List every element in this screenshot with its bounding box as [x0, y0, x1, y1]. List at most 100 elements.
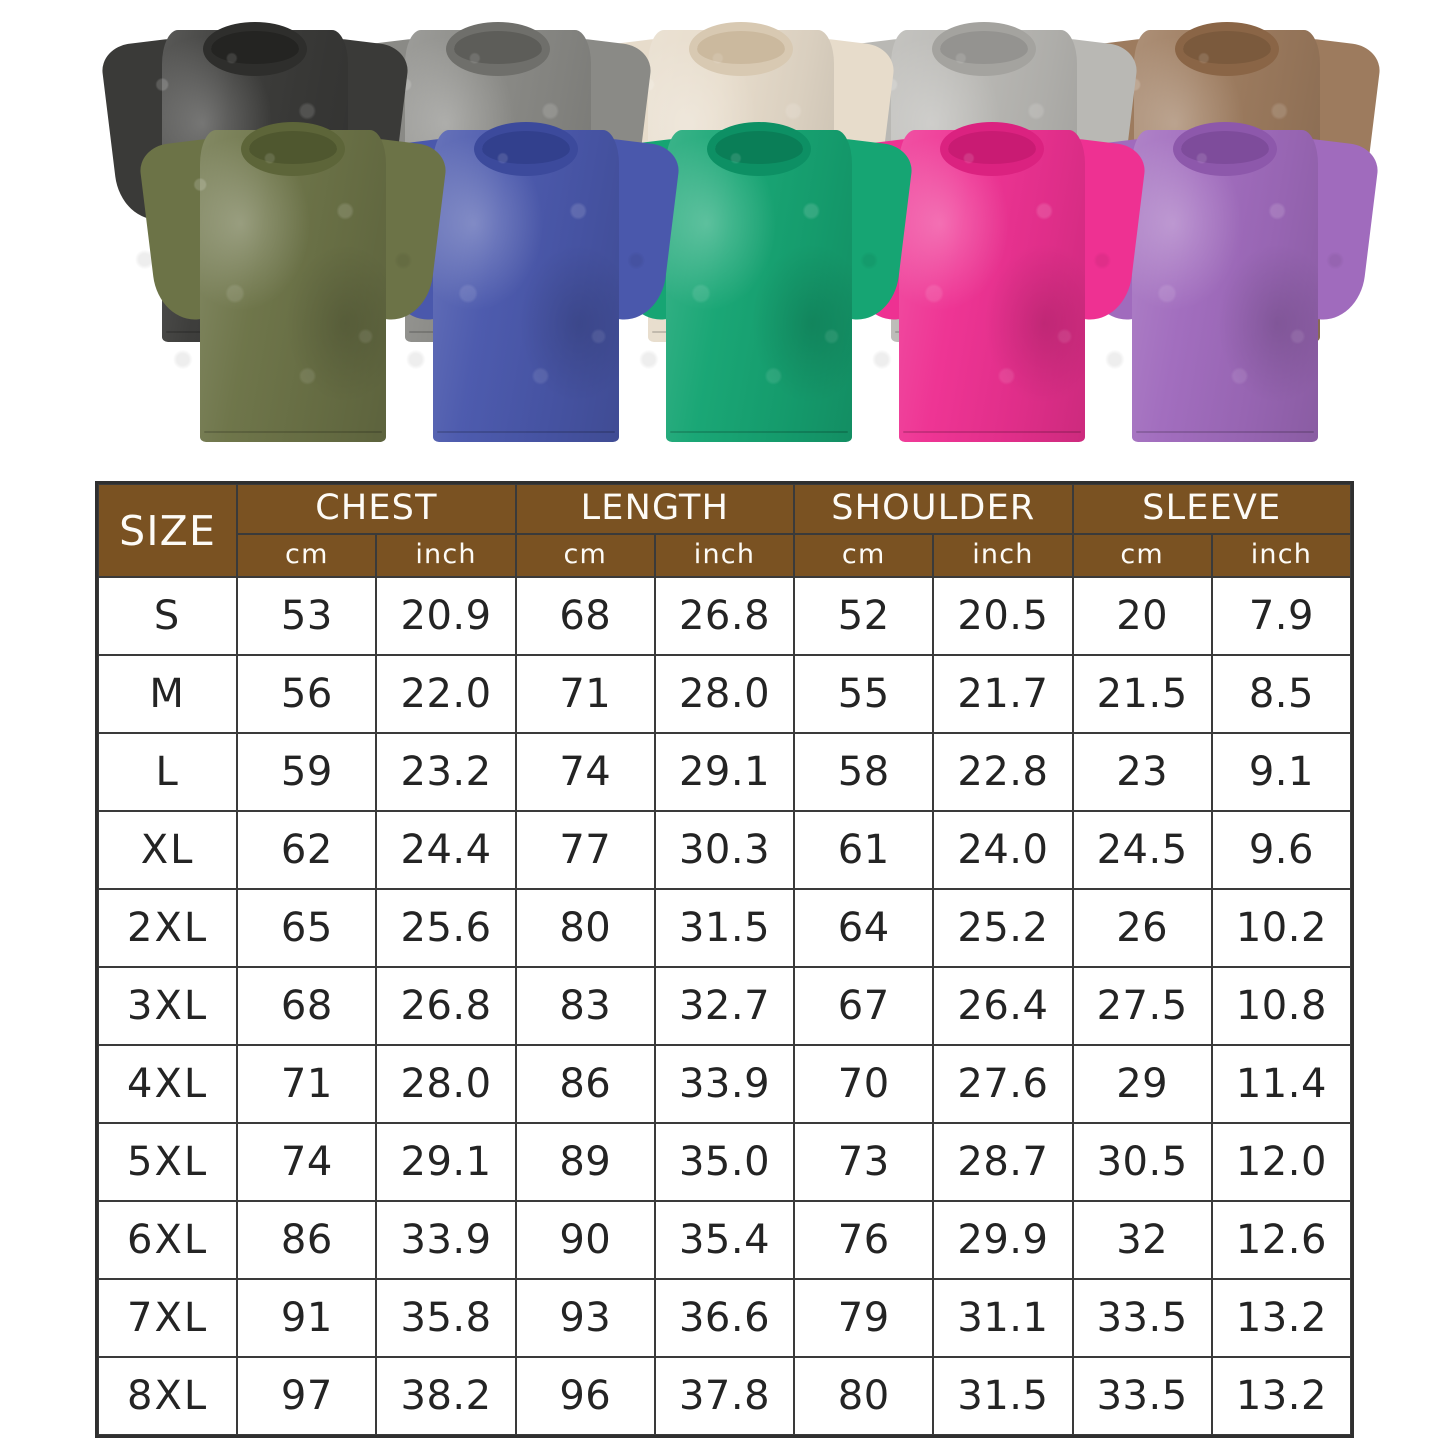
shirt-collar	[707, 122, 811, 176]
cell-sleeve-in: 10.2	[1210, 888, 1353, 968]
cell-shoulder-cm: 79	[793, 1278, 935, 1358]
cell-chest-cm: 53	[236, 576, 378, 656]
header-sleeve-cm: cm	[1071, 533, 1213, 578]
cell-shoulder-in: 27.6	[932, 1044, 1074, 1124]
cell-length-cm: 86	[514, 1044, 656, 1124]
cell-length-in: 26.8	[653, 576, 796, 656]
cell-sleeve-in: 11.4	[1210, 1044, 1353, 1124]
header-shoulder-inch: inch	[932, 533, 1074, 578]
cell-sleeve-cm: 23	[1071, 732, 1213, 812]
shirt-collar	[474, 122, 578, 176]
header-row-groups: SIZE CHEST LENGTH SHOULDER SLEEVE	[96, 483, 1353, 578]
cell-size: 5XL	[96, 1122, 239, 1202]
cell-chest-cm: 71	[236, 1044, 378, 1124]
cell-sleeve-in: 8.5	[1210, 654, 1353, 734]
table-row: 6XL 86 33.9 90 35.4 76 29.9 32 12.6	[96, 1200, 1353, 1280]
shirt-hem	[1136, 431, 1314, 433]
header-group-sleeve: SLEEVE	[1071, 483, 1353, 535]
cell-size: L	[96, 732, 239, 812]
cell-length-cm: 83	[514, 966, 656, 1046]
cell-shoulder-in: 21.7	[932, 654, 1074, 734]
shirt-collar	[940, 122, 1044, 176]
cell-sleeve-in: 10.8	[1210, 966, 1353, 1046]
cell-length-in: 28.0	[653, 654, 796, 734]
shirt-army-green	[137, 112, 449, 442]
cell-sleeve-cm: 33.5	[1071, 1278, 1213, 1358]
cell-sleeve-cm: 33.5	[1071, 1356, 1213, 1436]
cell-shoulder-in: 24.0	[932, 810, 1074, 890]
cell-shoulder-in: 25.2	[932, 888, 1074, 968]
cell-sleeve-cm: 26	[1071, 888, 1213, 968]
header-length-inch: inch	[653, 533, 796, 578]
table-row: 4XL 71 28.0 86 33.9 70 27.6 29 11.4	[96, 1044, 1353, 1124]
cell-size: 7XL	[96, 1278, 239, 1358]
cell-sleeve-cm: 21.5	[1071, 654, 1213, 734]
cell-sleeve-cm: 24.5	[1071, 810, 1213, 890]
cell-shoulder-cm: 55	[793, 654, 935, 734]
cell-shoulder-cm: 73	[793, 1122, 935, 1202]
cell-shoulder-in: 28.7	[932, 1122, 1074, 1202]
cell-length-cm: 89	[514, 1122, 656, 1202]
shirt-hem	[204, 431, 382, 433]
cell-size: M	[96, 654, 239, 734]
cell-length-in: 37.8	[653, 1356, 796, 1436]
header-sleeve-inch: inch	[1210, 533, 1353, 578]
cell-length-cm: 74	[514, 732, 656, 812]
cell-sleeve-in: 13.2	[1210, 1278, 1353, 1358]
cell-length-cm: 68	[514, 576, 656, 656]
size-chart-table: SIZE CHEST LENGTH SHOULDER SLEEVE cm inc…	[95, 481, 1354, 1438]
cell-length-in: 32.7	[653, 966, 796, 1046]
cell-shoulder-cm: 61	[793, 810, 935, 890]
header-group-chest: CHEST	[236, 483, 517, 535]
table-row: S 53 20.9 68 26.8 52 20.5 20 7.9	[96, 576, 1353, 656]
cell-chest-cm: 68	[236, 966, 378, 1046]
cell-chest-in: 38.2	[375, 1356, 517, 1436]
size-table-head: SIZE CHEST LENGTH SHOULDER SLEEVE cm inc…	[96, 483, 1353, 578]
shirt-collar	[1175, 22, 1279, 76]
cell-shoulder-in: 29.9	[932, 1200, 1074, 1280]
cell-chest-in: 25.6	[375, 888, 517, 968]
shirt-body	[1132, 130, 1318, 442]
header-size: SIZE	[96, 483, 239, 578]
cell-size: S	[96, 576, 239, 656]
cell-length-cm: 80	[514, 888, 656, 968]
header-row-units: cm inch cm inch cm inch cm inch	[98, 533, 1353, 578]
shirt-collar	[241, 122, 345, 176]
cell-sleeve-in: 9.1	[1210, 732, 1353, 812]
cell-sleeve-cm: 30.5	[1071, 1122, 1213, 1202]
cell-size: XL	[96, 810, 239, 890]
shirt-collar	[446, 22, 550, 76]
cell-shoulder-cm: 58	[793, 732, 935, 812]
cell-length-cm: 71	[514, 654, 656, 734]
cell-size: 4XL	[96, 1044, 239, 1124]
table-row: 8XL 97 38.2 96 37.8 80 31.5 33.5 13.2	[96, 1356, 1353, 1436]
cell-shoulder-in: 22.8	[932, 732, 1074, 812]
cell-shoulder-cm: 67	[793, 966, 935, 1046]
cell-chest-in: 26.8	[375, 966, 517, 1046]
size-table-body: S 53 20.9 68 26.8 52 20.5 20 7.9 M 56 22.0 71 28.0 55 2…	[96, 576, 1353, 1436]
cell-chest-in: 33.9	[375, 1200, 517, 1280]
header-group-shoulder: SHOULDER	[793, 483, 1074, 535]
header-shoulder-cm: cm	[793, 533, 935, 578]
shirt-collar	[203, 22, 307, 76]
cell-length-in: 36.6	[653, 1278, 796, 1358]
shirt-body	[666, 130, 852, 442]
shirt-collar	[1173, 122, 1277, 176]
cell-sleeve-in: 12.6	[1210, 1200, 1353, 1280]
cell-chest-cm: 97	[236, 1356, 378, 1436]
cell-chest-cm: 59	[236, 732, 378, 812]
cell-length-cm: 96	[514, 1356, 656, 1436]
cell-sleeve-in: 7.9	[1210, 576, 1353, 656]
cell-shoulder-in: 26.4	[932, 966, 1074, 1046]
cell-sleeve-cm: 20	[1071, 576, 1213, 656]
cell-length-cm: 77	[514, 810, 656, 890]
shirt-body	[899, 130, 1085, 442]
shirt-body	[433, 130, 619, 442]
cell-sleeve-in: 13.2	[1210, 1356, 1353, 1436]
cell-chest-cm: 56	[236, 654, 378, 734]
header-chest-inch: inch	[375, 533, 517, 578]
table-row: XL 62 24.4 77 30.3 61 24.0 24.5 9.6	[96, 810, 1353, 890]
cell-size: 3XL	[96, 966, 239, 1046]
cell-shoulder-in: 31.5	[932, 1356, 1074, 1436]
cell-size: 2XL	[96, 888, 239, 968]
